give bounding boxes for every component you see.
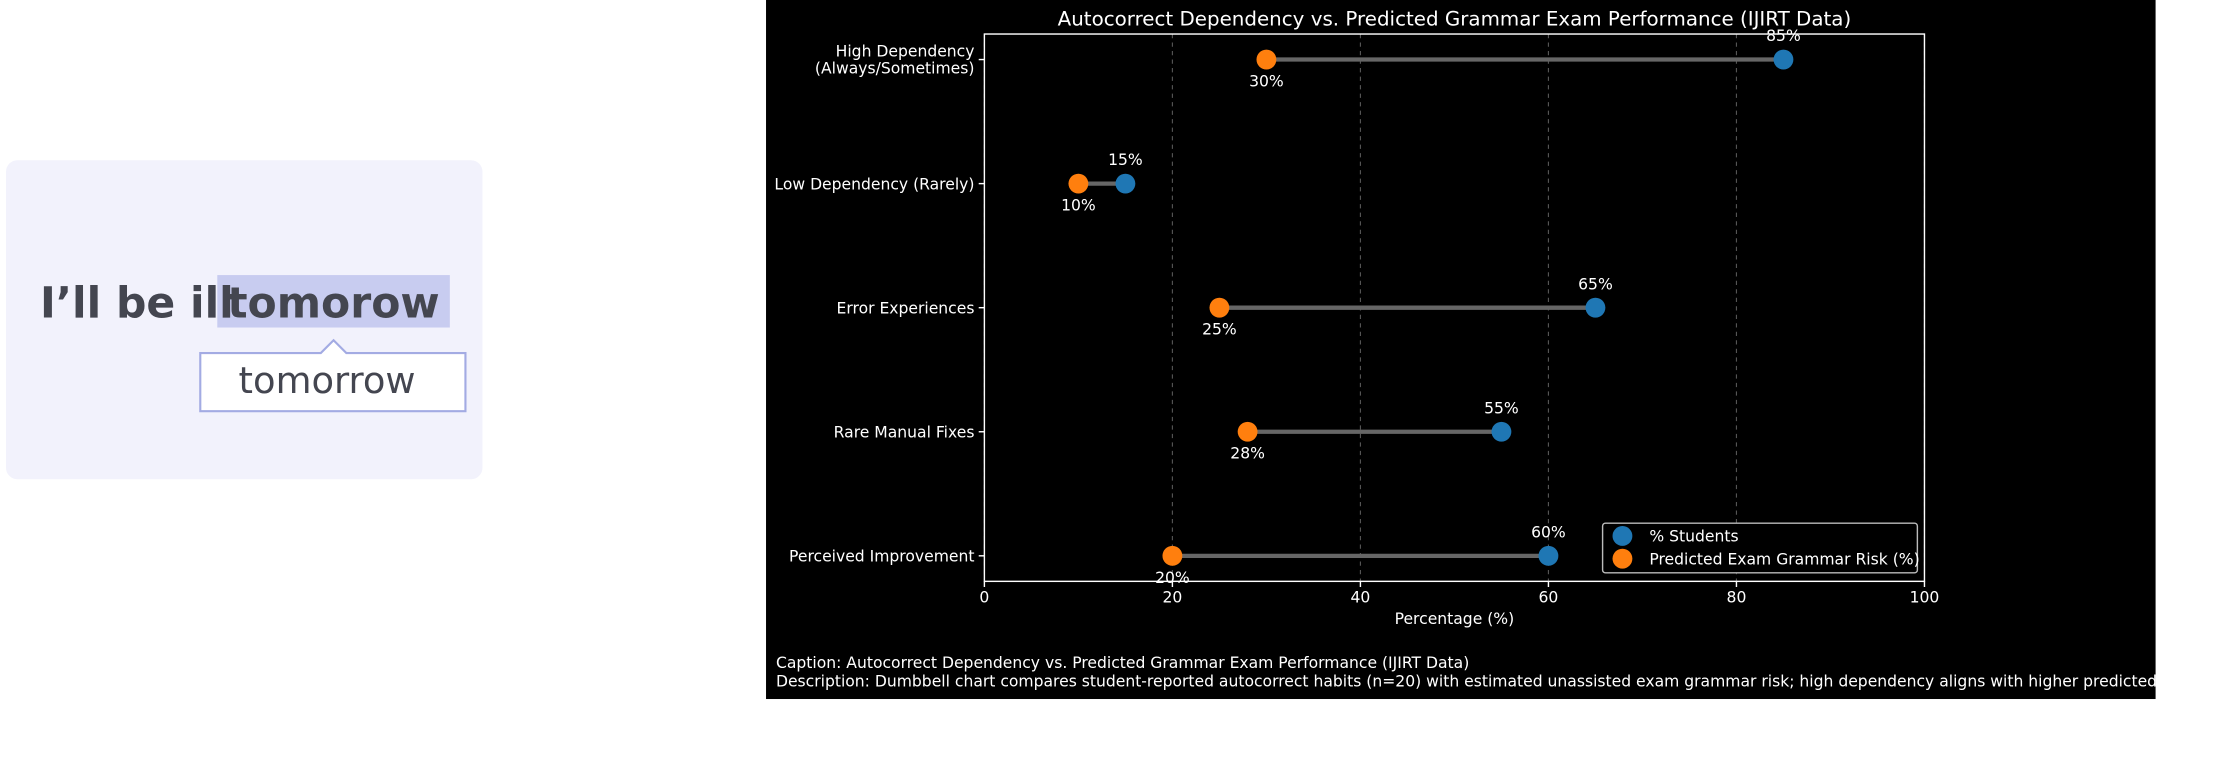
chart-panel [766, 0, 2156, 700]
dot [1162, 545, 1183, 566]
suggestion-word[interactable]: tomorrow [239, 359, 416, 402]
y-tick-label-line: Perceived Improvement [789, 547, 974, 565]
x-tick-label: 0 [979, 589, 989, 607]
legend-marker [1612, 526, 1633, 546]
value-label: 65% [1578, 275, 1613, 293]
x-tick-label: 100 [1910, 589, 1940, 607]
y-tick-label: Perceived Improvement [789, 547, 974, 565]
value-label: 55% [1484, 399, 1519, 417]
y-tick-label: Error Experiences [837, 299, 975, 317]
y-tick-label-line: High Dependency [836, 43, 975, 61]
legend-label: Predicted Exam Grammar Risk (%) [1649, 550, 1919, 568]
y-tick-label-line: Low Dependency (Rarely) [774, 175, 974, 193]
y-tick-label: Rare Manual Fixes [834, 423, 975, 441]
value-label: 28% [1230, 445, 1265, 463]
dot [1115, 173, 1136, 194]
dot [1538, 545, 1559, 566]
value-label: 15% [1108, 151, 1143, 169]
autocorrect-illustration: I’ll be ill tomorow tomorrow [6, 160, 483, 480]
dot [1585, 297, 1606, 318]
dot [1491, 421, 1512, 442]
suggestion-box[interactable] [199, 338, 467, 413]
description: Description: Dumbbell chart compares stu… [776, 672, 2195, 690]
dot [1773, 49, 1794, 70]
y-tick-label: High Dependency (Always/Sometimes) [815, 43, 975, 78]
dot [1256, 49, 1277, 70]
legend-marker [1612, 548, 1633, 569]
value-label: 85% [1766, 27, 1801, 45]
dot [1209, 297, 1230, 318]
typo-word: tomorow [227, 280, 440, 329]
value-label: 30% [1249, 72, 1284, 90]
typo-highlight [217, 275, 450, 328]
legend-box [1601, 522, 1919, 574]
value-label: 25% [1202, 321, 1237, 339]
x-tick-label: 40 [1351, 589, 1371, 607]
x-tick-label: 20 [1162, 589, 1182, 607]
y-tick-label: Low Dependency (Rarely) [774, 175, 974, 193]
y-tick-label-line: Rare Manual Fixes [834, 423, 975, 441]
chart-title: Autocorrect Dependency vs. Predicted Gra… [1058, 8, 1852, 31]
dot [1068, 173, 1089, 194]
value-label: 10% [1061, 197, 1096, 215]
value-label: 60% [1531, 523, 1566, 541]
x-axis-label: Percentage (%) [1395, 610, 1515, 628]
legend-label: % Students [1649, 528, 1738, 546]
caption: Caption: Autocorrect Dependency vs. Pred… [776, 654, 1469, 672]
value-label: 20% [1155, 569, 1190, 587]
dot [1237, 421, 1258, 442]
sentence: I’ll be ill [40, 280, 234, 329]
y-tick-label-line: Error Experiences [837, 299, 975, 317]
y-tick-label-line: (Always/Sometimes) [815, 60, 975, 78]
x-tick-label: 60 [1539, 589, 1559, 607]
x-tick-label: 80 [1727, 589, 1747, 607]
